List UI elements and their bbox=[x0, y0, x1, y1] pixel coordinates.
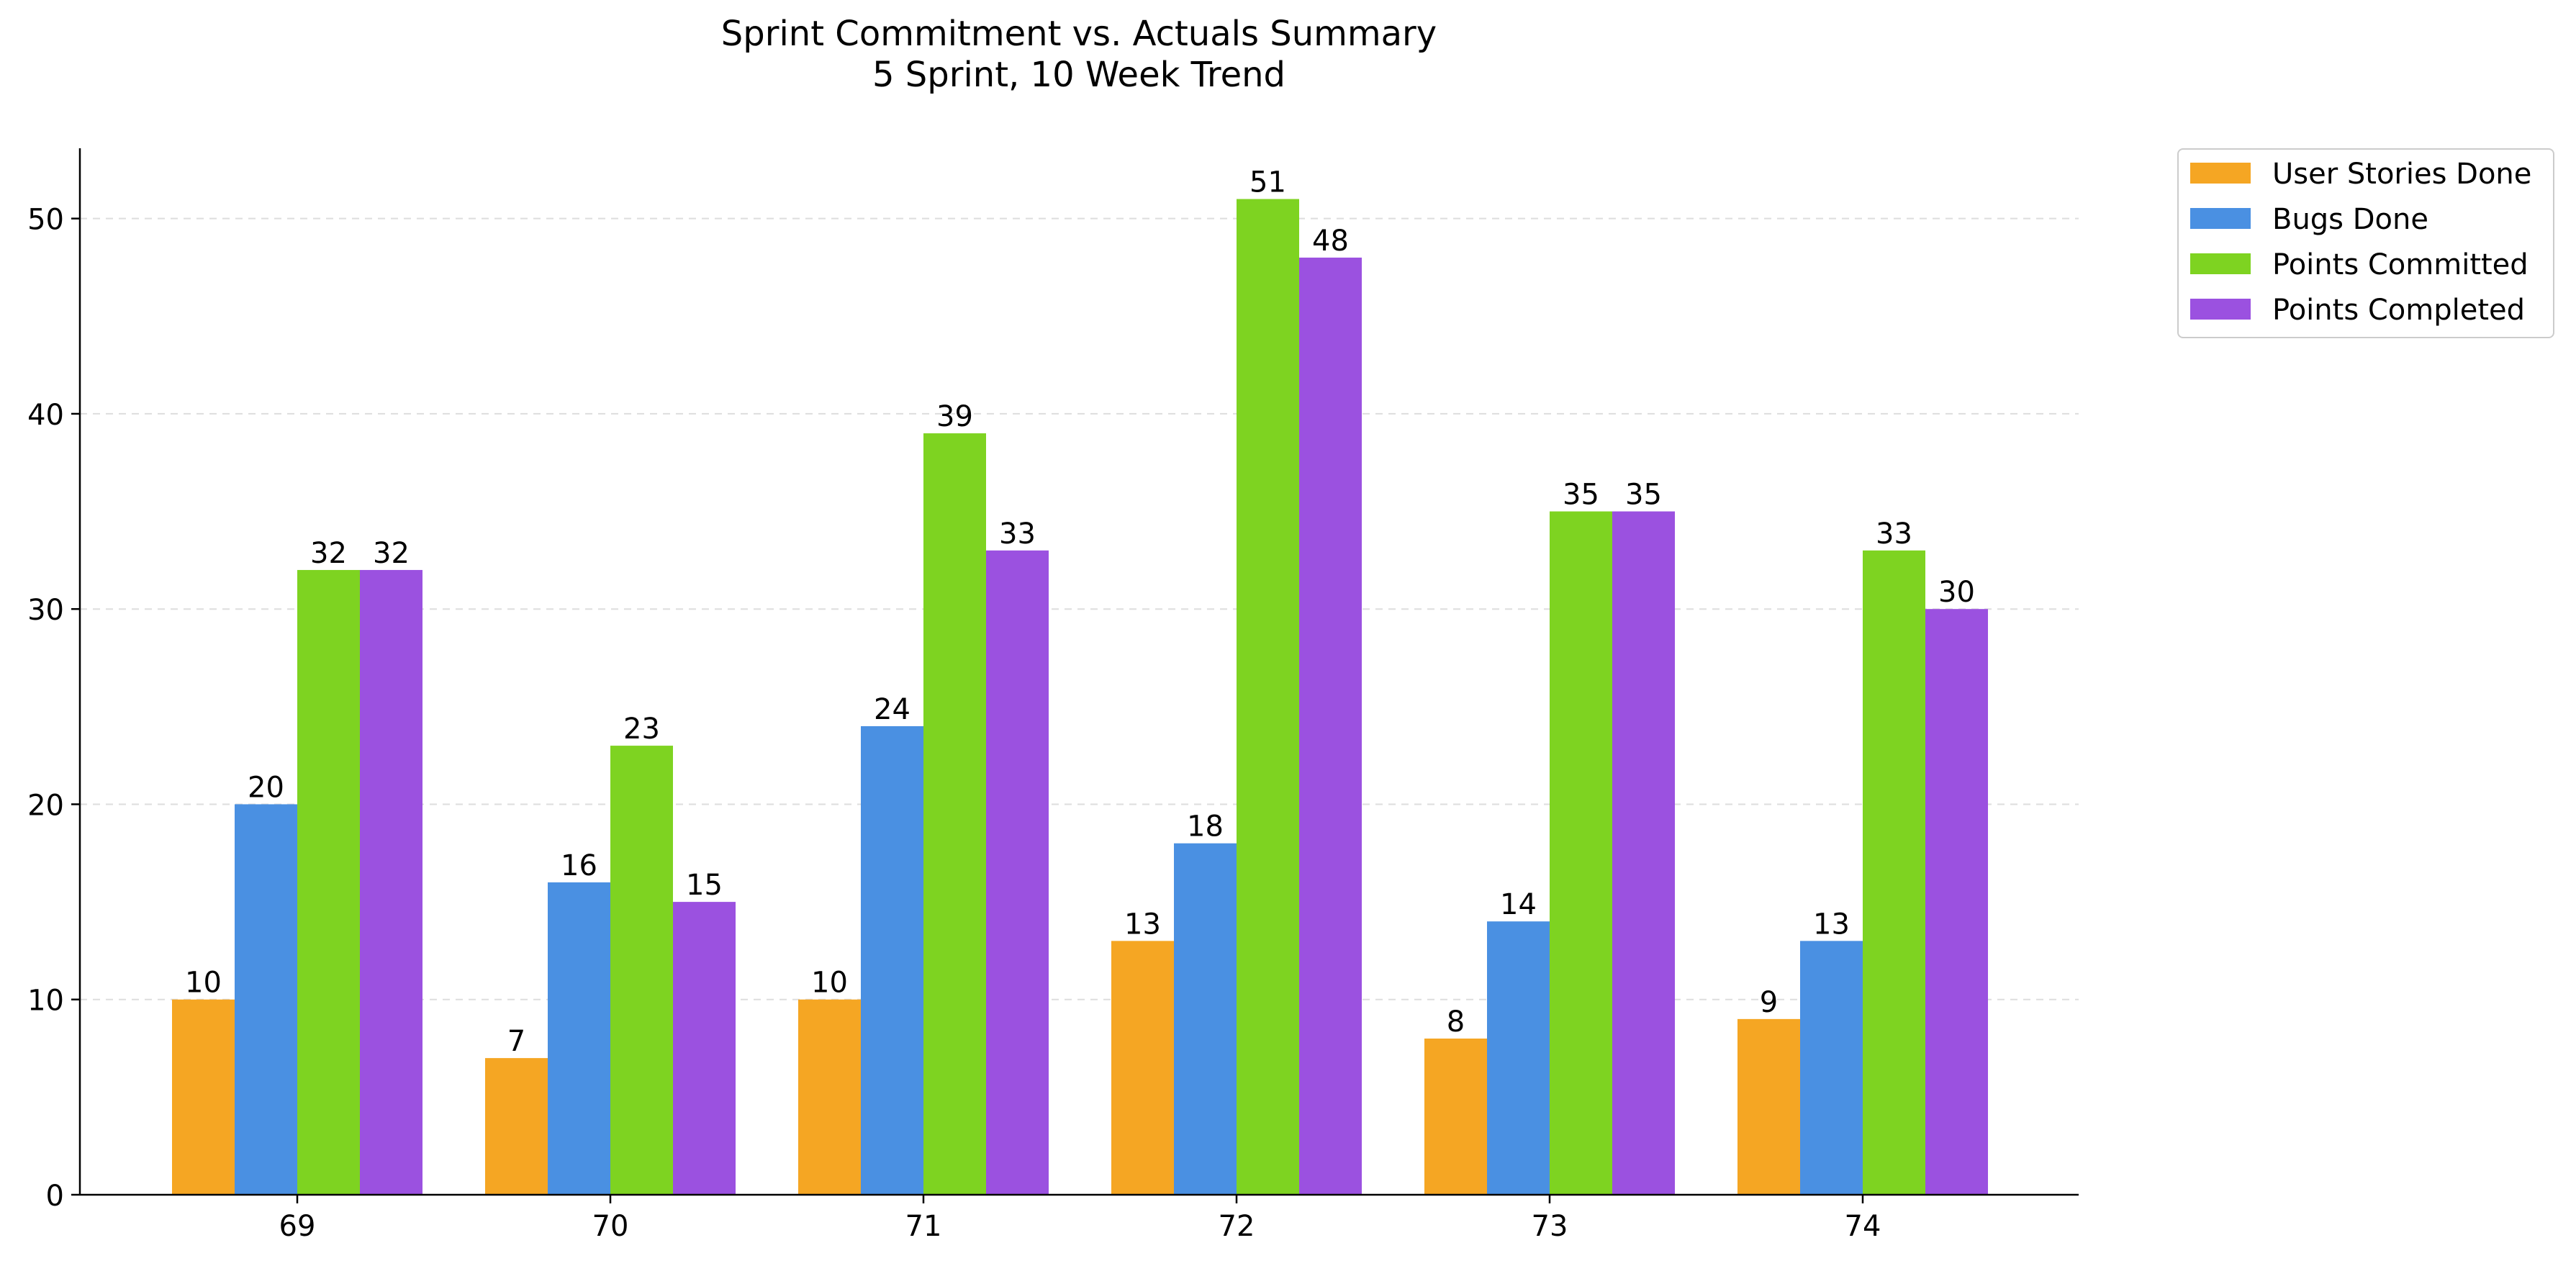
bar bbox=[1863, 550, 1925, 1195]
x-tick-label: 69 bbox=[279, 1210, 316, 1243]
data-label: 15 bbox=[686, 869, 723, 902]
axes bbox=[78, 148, 2079, 1196]
bar bbox=[986, 550, 1049, 1195]
data-label: 13 bbox=[1124, 908, 1161, 941]
bar bbox=[1424, 1038, 1487, 1195]
data-label: 32 bbox=[310, 537, 347, 570]
grid-lines bbox=[80, 217, 2079, 1000]
data-label: 10 bbox=[185, 967, 222, 1000]
bar bbox=[1487, 921, 1550, 1195]
legend-label: Bugs Done bbox=[2272, 203, 2428, 236]
bars bbox=[172, 199, 1988, 1195]
chart-subtitle: 5 Sprint, 10 Week Trend bbox=[872, 55, 1285, 95]
data-label: 16 bbox=[561, 849, 597, 882]
x-tick-label: 70 bbox=[592, 1210, 629, 1243]
legend-label: Points Committed bbox=[2272, 248, 2528, 281]
bar bbox=[297, 569, 360, 1195]
y-tick-label: 30 bbox=[27, 594, 64, 627]
chart-title: Sprint Commitment vs. Actuals Summary bbox=[721, 14, 1437, 54]
bar bbox=[360, 569, 422, 1195]
bar bbox=[861, 725, 923, 1195]
data-label: 35 bbox=[1625, 479, 1662, 512]
y-tick-label: 50 bbox=[27, 204, 64, 237]
y-ticks: 0 10 20 30 40 50 bbox=[27, 204, 80, 1213]
bar bbox=[610, 746, 673, 1195]
y-tick-label: 0 bbox=[46, 1180, 64, 1213]
data-labels: 10 20 32 32 7 16 23 15 10 24 39 33 13 18 51 48 8 14 35 35 9 1… bbox=[185, 166, 1975, 1059]
bar bbox=[1737, 1018, 1800, 1195]
legend-label: User Stories Done bbox=[2272, 158, 2531, 191]
legend-label: Points Completed bbox=[2272, 294, 2525, 327]
bar bbox=[1925, 609, 1988, 1195]
data-label: 39 bbox=[936, 400, 973, 433]
data-label: 14 bbox=[1500, 888, 1537, 921]
bar bbox=[1299, 257, 1362, 1195]
bar bbox=[1237, 199, 1299, 1195]
data-label: 7 bbox=[507, 1025, 525, 1058]
data-label: 30 bbox=[1938, 576, 1975, 609]
data-label: 20 bbox=[248, 771, 284, 804]
legend: User Stories Done Bugs Done Points Committ… bbox=[2177, 148, 2554, 338]
y-tick-label: 20 bbox=[27, 789, 64, 822]
bar bbox=[548, 882, 610, 1195]
data-label: 23 bbox=[623, 713, 660, 746]
legend-swatch bbox=[2190, 299, 2251, 320]
data-label: 18 bbox=[1187, 810, 1224, 844]
data-label: 32 bbox=[373, 537, 410, 570]
data-label: 35 bbox=[1563, 479, 1599, 512]
data-label: 24 bbox=[874, 693, 910, 726]
x-tick-label: 72 bbox=[1219, 1210, 1255, 1243]
data-label: 33 bbox=[1876, 517, 1912, 551]
data-label: 9 bbox=[1760, 986, 1778, 1019]
x-tick-label: 74 bbox=[1845, 1210, 1881, 1243]
bar bbox=[485, 1058, 548, 1195]
bar bbox=[235, 804, 297, 1195]
data-label: 51 bbox=[1249, 166, 1286, 199]
data-label: 8 bbox=[1447, 1005, 1465, 1039]
bar bbox=[798, 999, 861, 1195]
x-tick-label: 73 bbox=[1532, 1210, 1568, 1243]
y-tick-label: 10 bbox=[27, 985, 64, 1018]
data-label: 33 bbox=[999, 517, 1036, 551]
bar bbox=[1111, 941, 1174, 1195]
x-tick-label: 71 bbox=[905, 1210, 942, 1243]
x-ticks: 69 70 71 72 73 74 bbox=[279, 1195, 1881, 1243]
legend-swatch bbox=[2190, 163, 2251, 184]
legend-swatch bbox=[2190, 253, 2251, 274]
data-label: 48 bbox=[1312, 225, 1349, 258]
legend-frame bbox=[2177, 148, 2554, 338]
bar bbox=[1550, 511, 1612, 1195]
bar bbox=[1800, 941, 1863, 1195]
bar bbox=[1612, 511, 1675, 1195]
data-label: 13 bbox=[1813, 908, 1850, 941]
y-tick-label: 40 bbox=[27, 399, 64, 432]
legend-swatch bbox=[2190, 208, 2251, 229]
bar bbox=[172, 999, 235, 1195]
data-label: 10 bbox=[811, 967, 848, 1000]
bar bbox=[673, 902, 736, 1195]
bar bbox=[1174, 843, 1237, 1195]
bar bbox=[923, 433, 986, 1195]
